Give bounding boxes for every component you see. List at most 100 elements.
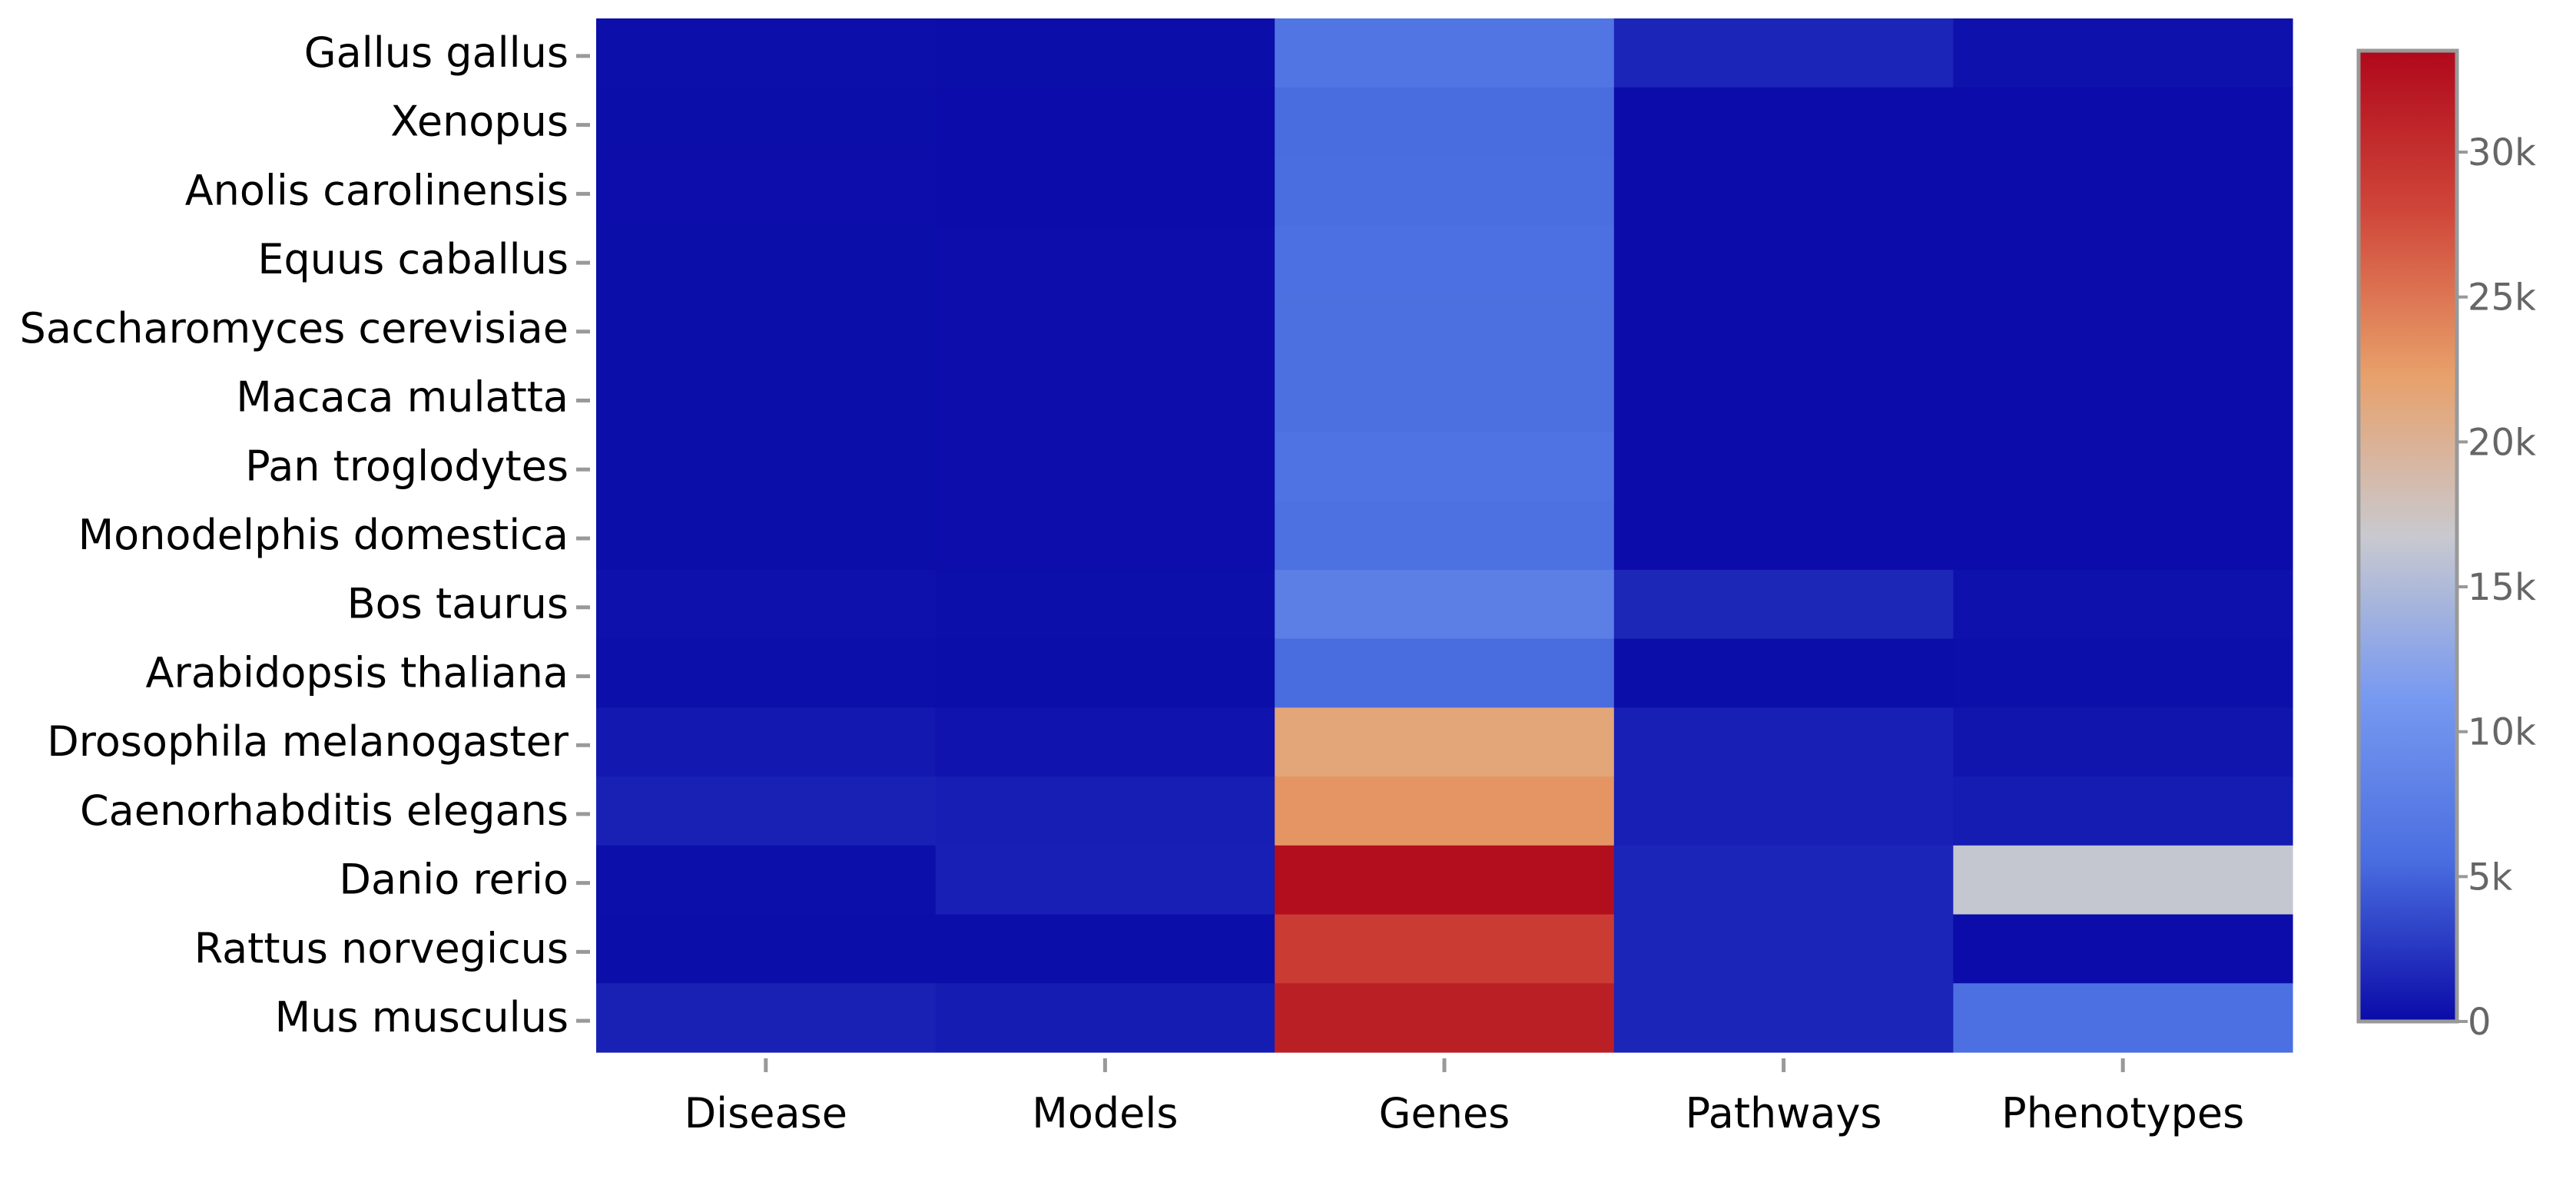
- heatmap-cell: [1613, 432, 1954, 502]
- heatmap-cell: [596, 845, 937, 915]
- x-tick-label: Genes: [1379, 1089, 1510, 1137]
- heatmap-cell: [596, 501, 937, 571]
- x-tick-label: Models: [1032, 1089, 1178, 1137]
- heatmap-cell: [935, 225, 1275, 295]
- heatmap-cell: [935, 845, 1275, 915]
- heatmap-cell: [1275, 638, 1615, 708]
- heatmap-cell: [935, 776, 1275, 846]
- y-tick-label: Mus musculus: [275, 993, 569, 1041]
- heatmap-cell: [1275, 707, 1615, 777]
- heatmap-cell: [596, 432, 937, 502]
- heatmap-cell: [1953, 501, 2293, 571]
- heatmap-cell: [1613, 569, 1954, 640]
- colorbar-tick-label: 20k: [2468, 421, 2536, 464]
- y-tick-label: Pan troglodytes: [245, 442, 569, 490]
- colorbar-tick-label: 25k: [2468, 276, 2536, 320]
- x-tick-label: Pathways: [1686, 1089, 1882, 1137]
- heatmap-cell: [596, 707, 937, 777]
- y-tick-label: Danio rerio: [339, 856, 569, 904]
- y-tick-label: Xenopus: [390, 98, 569, 146]
- heatmap-cell: [1275, 432, 1615, 502]
- heatmap-cell: [1613, 363, 1954, 432]
- heatmap-cell: [596, 363, 937, 432]
- heatmap-cell: [1613, 776, 1954, 846]
- heatmap-cell: [1275, 845, 1615, 915]
- y-tick-label: Equus caballus: [257, 235, 569, 283]
- heatmap-cell: [596, 293, 937, 364]
- heatmap-cells: [596, 18, 2293, 1053]
- colorbar-tick-label: 10k: [2468, 711, 2536, 754]
- y-tick-label: Monodelphis domestica: [78, 511, 569, 559]
- heatmap-cell: [596, 18, 937, 88]
- heatmap-cell: [596, 914, 937, 984]
- heatmap-cell: [1613, 983, 1954, 1053]
- heatmap-cell: [1275, 156, 1615, 226]
- colorbar: 0 5k 10k 15k 20k 25k 30k: [2356, 48, 2536, 1044]
- heatmap-cell: [1613, 501, 1954, 571]
- heatmap-cell: [935, 638, 1275, 708]
- heatmap-cell: [1275, 87, 1615, 157]
- heatmap-cell: [1275, 293, 1615, 364]
- heatmap-cell: [596, 87, 937, 157]
- heatmap-cell: [935, 569, 1275, 640]
- heatmap-cell: [1613, 293, 1954, 364]
- y-tick-label: Caenorhabditis elegans: [80, 786, 569, 835]
- heatmap-cell: [1613, 638, 1954, 708]
- heatmap-cell: [1613, 225, 1954, 295]
- heatmap-cell: [1953, 225, 2293, 295]
- heatmap-cell: [1953, 18, 2293, 88]
- heatmap-cell: [935, 707, 1275, 777]
- heatmap-cell: [1953, 776, 2293, 846]
- heatmap-cell: [1953, 845, 2293, 915]
- colorbar-tick-label: 30k: [2468, 131, 2536, 174]
- heatmap-cell: [935, 293, 1275, 364]
- heatmap-cell: [1953, 569, 2293, 640]
- heatmap-cell: [596, 776, 937, 846]
- heatmap-cell: [935, 501, 1275, 571]
- heatmap-cell: [1953, 983, 2293, 1053]
- heatmap-cell: [1613, 18, 1954, 88]
- heatmap-cell: [1953, 638, 2293, 708]
- heatmap-cell: [1953, 914, 2293, 984]
- colorbar-bar: [2356, 48, 2459, 1024]
- y-tick-label: Bos taurus: [347, 580, 569, 628]
- y-tick-label: Arabidopsis thaliana: [146, 648, 569, 697]
- heatmap-cell: [1613, 87, 1954, 157]
- y-tick-label: Saccharomyces cerevisiae: [20, 304, 569, 353]
- heatmap-cell: [935, 18, 1275, 88]
- heatmap-cell: [1953, 156, 2293, 226]
- heatmap-cell: [1613, 707, 1954, 777]
- heatmap-cell: [1953, 293, 2293, 364]
- heatmap-cell: [1953, 87, 2293, 157]
- y-tick-label: Gallus gallus: [304, 28, 569, 77]
- colorbar-tick-label: 0: [2468, 1001, 2491, 1044]
- y-tick-label: Macaca mulatta: [236, 373, 569, 422]
- heatmap-cell: [596, 569, 937, 640]
- y-tick-label: Drosophila melanogaster: [47, 717, 569, 766]
- heatmap-cell: [1275, 776, 1615, 846]
- heatmap-cell: [596, 638, 937, 708]
- x-axis: Disease Models Genes Pathways Phenotypes: [685, 1058, 2244, 1137]
- heatmap-cell: [1275, 225, 1615, 295]
- heatmap-cell: [1275, 569, 1615, 640]
- heatmap-cell: [935, 983, 1275, 1053]
- heatmap-cell: [935, 432, 1275, 502]
- heatmap-cell: [1275, 363, 1615, 432]
- y-axis: Gallus gallus Xenopus Anolis carolinensis E…: [20, 28, 590, 1041]
- colorbar-tick-label: 15k: [2468, 566, 2536, 609]
- y-tick-label: Rattus norvegicus: [194, 924, 569, 972]
- heatmap-cell: [1275, 18, 1615, 88]
- heatmap-cell: [1953, 707, 2293, 777]
- heatmap-cell: [1613, 914, 1954, 984]
- heatmap-cell: [1953, 432, 2293, 502]
- heatmap-cell: [1275, 983, 1615, 1053]
- heatmap-cell: [935, 156, 1275, 226]
- heatmap-cell: [1275, 501, 1615, 571]
- heatmap-cell: [1613, 156, 1954, 226]
- heatmap-cell: [596, 983, 937, 1053]
- x-tick-label: Disease: [685, 1089, 847, 1137]
- heatmap-cell: [1953, 363, 2293, 432]
- y-tick-label: Anolis carolinensis: [185, 166, 569, 214]
- heatmap-cell: [596, 156, 937, 226]
